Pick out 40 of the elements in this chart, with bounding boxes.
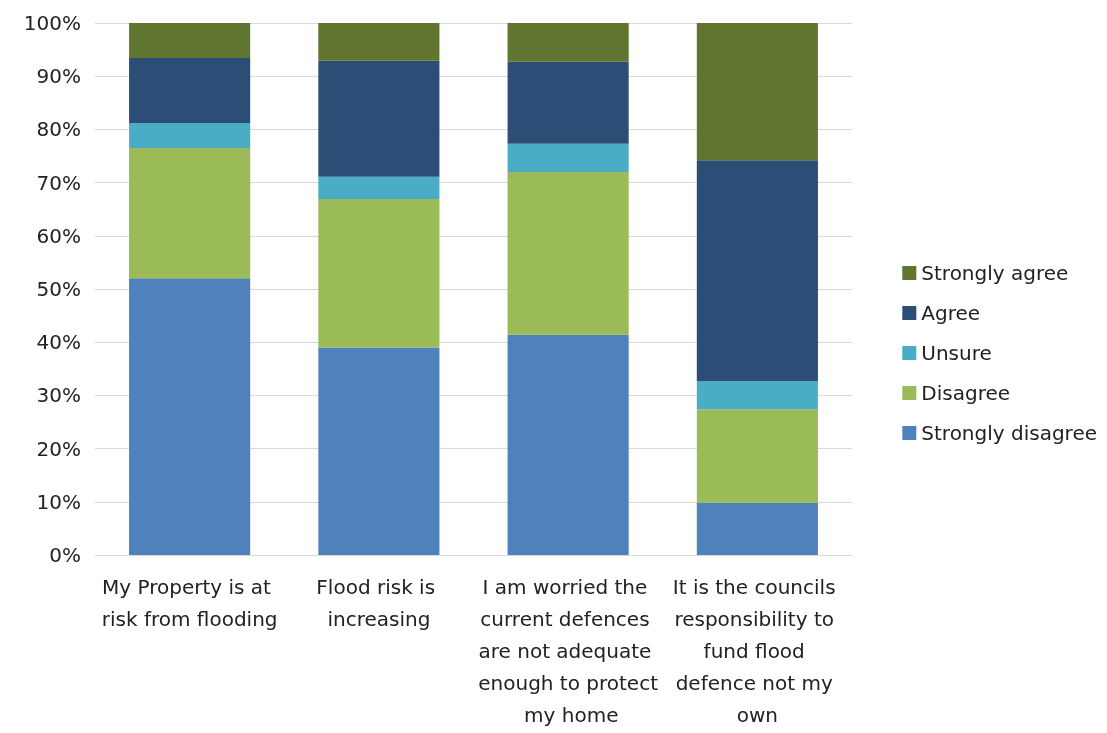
legend-label: Strongly agree — [921, 261, 1069, 285]
y-tick-label: 60% — [36, 223, 81, 248]
bar — [507, 61, 629, 144]
bar — [318, 23, 440, 61]
bar — [696, 160, 818, 382]
bar — [318, 176, 440, 200]
y-tick-label: 50% — [36, 277, 81, 301]
bar — [696, 23, 818, 161]
y-tick-label: 20% — [36, 436, 81, 461]
bar — [318, 347, 440, 555]
y-tick-label: 80% — [36, 117, 81, 142]
bar — [129, 148, 251, 279]
y-tick-label: 90% — [36, 64, 81, 89]
bar — [507, 143, 629, 172]
bar — [696, 381, 818, 410]
y-tick-label: 30% — [36, 383, 81, 408]
y-tick-label: 40% — [36, 330, 81, 355]
y-tick-label: 10% — [36, 489, 81, 514]
x-tick-label: My Property is at risk from flooding — [101, 575, 278, 631]
legend-label: Agree — [921, 301, 981, 325]
bar — [507, 334, 629, 555]
bar — [129, 23, 251, 59]
bar — [129, 58, 251, 124]
bar — [129, 123, 251, 149]
y-tick-label: 0% — [49, 543, 81, 567]
legend-label: Unsure — [921, 341, 992, 365]
bar — [696, 409, 818, 503]
bar — [507, 23, 629, 62]
y-tick-label: 100% — [23, 11, 81, 35]
x-tick-label: It is the councils responsibility to fund flood defence not my own — [672, 575, 842, 727]
bar — [129, 278, 251, 555]
legend-label: Strongly disagree — [921, 421, 1098, 445]
bar — [318, 60, 440, 177]
x-tick-label: I am worried the current defences are not adequate enough to protect my home — [478, 575, 659, 727]
x-tick-label: Flood risk is increasing — [316, 575, 442, 631]
y-tick-label: 70% — [36, 170, 81, 195]
bar — [696, 502, 818, 555]
bar — [507, 171, 629, 335]
legend-label: Disagree — [921, 381, 1011, 405]
bar — [318, 199, 440, 348]
